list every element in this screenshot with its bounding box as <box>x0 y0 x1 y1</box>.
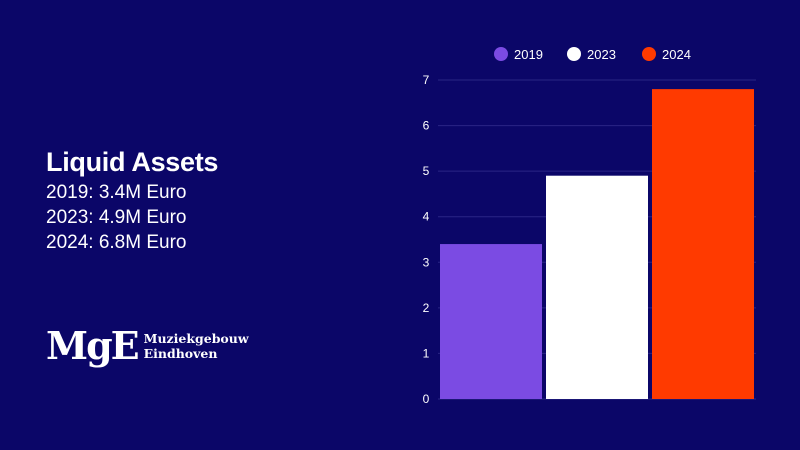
legend-label-2019: 2019 <box>514 47 543 62</box>
legend-label-2023: 2023 <box>587 47 616 62</box>
text-block: Liquid Assets 2019: 3.4M Euro 2023: 4.9M… <box>46 144 218 255</box>
bar-2023 <box>546 175 648 399</box>
y-tick-label: 3 <box>423 255 430 269</box>
y-tick-label: 6 <box>423 119 430 133</box>
asset-line-2023: 2023: 4.9M Euro <box>46 207 187 228</box>
logo: MgE Muziekgebouw Eindhoven <box>46 326 249 366</box>
bar-2024 <box>652 89 754 399</box>
y-tick-label: 2 <box>423 301 430 315</box>
asset-line-2019: 2019: 3.4M Euro <box>46 182 187 203</box>
asset-line-2024: 2024: 6.8M Euro <box>46 232 187 253</box>
y-tick-label: 5 <box>423 164 430 178</box>
logo-name-line2: Eindhoven <box>143 346 218 361</box>
y-tick-label: 4 <box>423 210 430 224</box>
logo-name: Muziekgebouw Eindhoven <box>144 331 249 361</box>
legend-marker-2024 <box>642 47 656 61</box>
bar-2019 <box>440 244 542 399</box>
slide-title: Liquid Assets <box>46 147 219 177</box>
logo-name-line1: Muziekgebouw <box>143 331 249 346</box>
y-tick-label: 7 <box>423 73 430 87</box>
y-tick-label: 0 <box>423 392 430 406</box>
logo-mark: MgE <box>46 323 140 368</box>
legend-marker-2019 <box>494 47 508 61</box>
y-tick-label: 1 <box>423 346 430 360</box>
legend-marker-2023 <box>567 47 581 61</box>
legend-label-2024: 2024 <box>662 47 691 62</box>
